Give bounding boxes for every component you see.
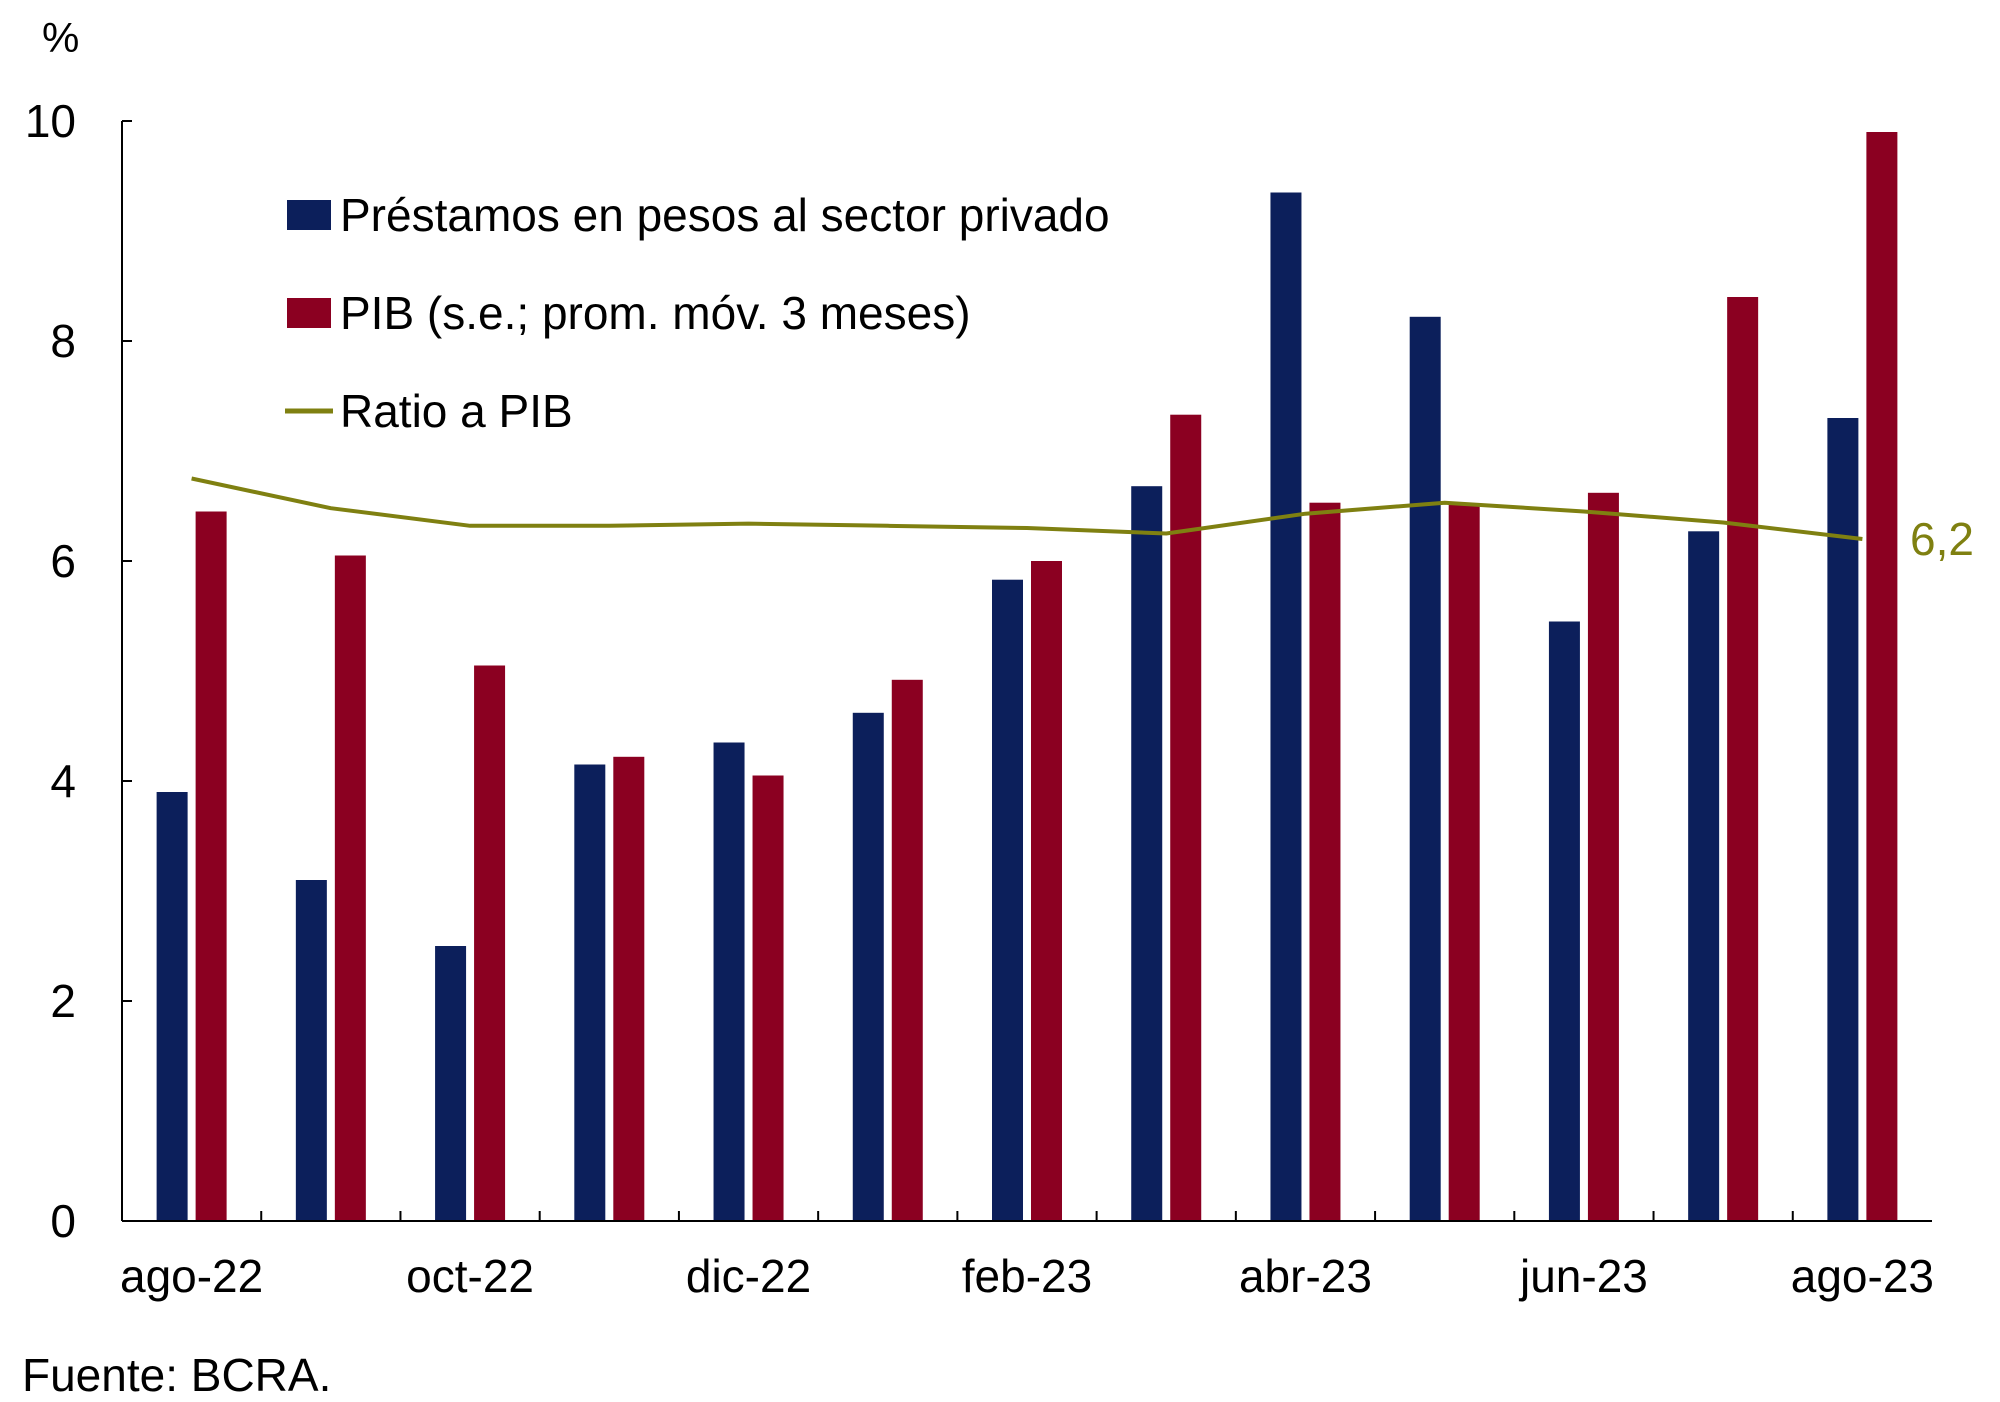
- legend-swatch-1: [287, 298, 331, 328]
- legend-label-1: PIB (s.e.; prom. móv. 3 meses): [340, 287, 971, 339]
- prestamos-bar-ene-23: [852, 712, 884, 1221]
- prestamos-bar-feb-23: [992, 579, 1023, 1221]
- y-tick-label: 4: [50, 755, 76, 807]
- prestamos-bar-oct-22: [435, 946, 467, 1221]
- pib-bar-mar-23: [1170, 414, 1202, 1221]
- prestamos-bar-ago-23: [1827, 418, 1859, 1221]
- pib-bar-nov-22: [613, 756, 645, 1221]
- source-note: Fuente: BCRA.: [22, 1349, 332, 1401]
- y-axis: 0 2 4 6 8 10: [25, 95, 132, 1247]
- legend-label-0: Préstamos en pesos al sector privado: [340, 189, 1110, 241]
- legend: Préstamos en pesos al sector privado PIB …: [285, 189, 1110, 437]
- x-tick-label: ago-22: [120, 1250, 263, 1302]
- bars: [156, 132, 1898, 1221]
- end-value-label: 6,2: [1910, 513, 1974, 565]
- ratio-line-layer: [191, 476, 1863, 541]
- pib-bar-jul-23: [1727, 297, 1759, 1221]
- pib-bar-oct-22: [474, 665, 506, 1221]
- prestamos-bar-nov-22: [574, 764, 606, 1221]
- x-tick-label: feb-23: [962, 1250, 1092, 1302]
- pib-bar-may-23: [1448, 503, 1480, 1221]
- prestamos-bar-abr-23: [1270, 192, 1302, 1221]
- prestamos-bar-mar-23: [1131, 486, 1163, 1221]
- pib-bar-ago-22: [195, 511, 227, 1221]
- prestamos-bar-jul-23: [1688, 531, 1720, 1221]
- y-tick-label: 8: [50, 315, 76, 367]
- x-tick-label: oct-22: [406, 1250, 534, 1302]
- prestamos-bar-jun-23: [1548, 621, 1580, 1221]
- y-unit-label: %: [42, 14, 79, 61]
- ratio-a-pib-line: [191, 476, 1863, 541]
- pib-bar-ago-23: [1866, 132, 1898, 1221]
- x-tick-label: dic-22: [686, 1250, 811, 1302]
- pib-bar-sep-22: [334, 555, 366, 1221]
- pib-bar-ene-23: [891, 679, 923, 1221]
- prestamos-bar-may-23: [1409, 316, 1441, 1221]
- prestamos-bar-ago-22: [156, 792, 188, 1221]
- x-tick-label: ago-23: [1791, 1250, 1934, 1302]
- prestamos-bar-sep-22: [295, 880, 327, 1221]
- pib-bar-jun-23: [1587, 492, 1619, 1221]
- y-tick-label: 0: [50, 1195, 76, 1247]
- y-tick-label: 6: [50, 535, 76, 587]
- y-tick-label: 10: [25, 95, 76, 147]
- x-axis: ago-22 oct-22 dic-22 feb-23 abr-23 jun-23 ago-…: [120, 1211, 1934, 1302]
- legend-swatch-0: [287, 200, 331, 230]
- x-tick-label: abr-23: [1239, 1250, 1372, 1302]
- pib-bar-feb-23: [1031, 561, 1062, 1221]
- pib-bar-dic-22: [752, 775, 784, 1221]
- prestamos-bar-dic-22: [713, 742, 745, 1221]
- pib-bar-abr-23: [1309, 502, 1341, 1221]
- x-tick-label: jun-23: [1518, 1250, 1648, 1302]
- legend-label-2: Ratio a PIB: [340, 385, 573, 437]
- y-tick-label: 2: [50, 975, 76, 1027]
